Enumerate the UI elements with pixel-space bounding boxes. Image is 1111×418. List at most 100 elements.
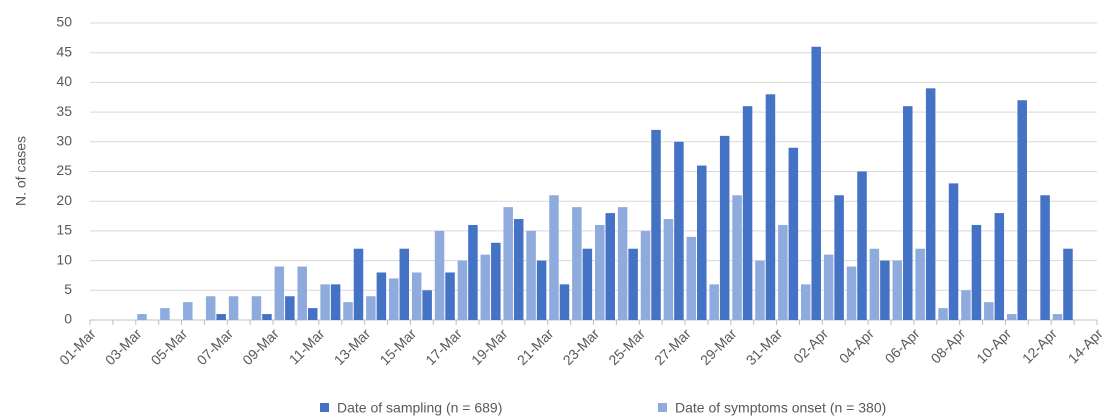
bar (468, 224, 478, 320)
bar (755, 260, 765, 320)
bar (686, 236, 697, 320)
bar (640, 230, 651, 320)
bar (262, 314, 272, 320)
x-tick-label: 17-Mar (422, 325, 465, 368)
bar (788, 147, 799, 320)
bar (320, 284, 330, 320)
bar (366, 296, 376, 320)
x-tick-label: 09-Mar (239, 325, 282, 368)
bar (834, 195, 844, 320)
bar (800, 284, 811, 320)
x-tick-label: 10-Apr (973, 325, 1014, 366)
bar (216, 314, 226, 320)
bar (595, 224, 605, 320)
bar (719, 135, 730, 320)
bar (307, 308, 318, 320)
x-tick-label: 23-Mar (560, 325, 603, 368)
bar (778, 224, 788, 320)
x-tick-label: 13-Mar (331, 325, 374, 368)
bar (251, 296, 262, 320)
bar (628, 248, 638, 320)
bar (183, 302, 193, 320)
x-tick-label: 08-Apr (927, 325, 968, 366)
bar (205, 296, 216, 320)
bar (1063, 248, 1073, 320)
bar (823, 254, 834, 320)
bar (582, 248, 593, 320)
bar (869, 248, 880, 320)
bar (389, 278, 399, 320)
bar (411, 272, 422, 320)
bar (605, 213, 615, 320)
bar (697, 165, 707, 320)
bar (353, 248, 364, 320)
bar (984, 302, 994, 320)
bar (880, 260, 890, 320)
bar (274, 266, 285, 320)
bar (457, 260, 468, 320)
bar (343, 302, 353, 320)
x-tick-label: 11-Mar (286, 325, 328, 367)
bar (160, 308, 170, 320)
x-tick-label: 01-Mar (56, 325, 99, 368)
y-tick-label: 50 (56, 14, 72, 30)
bar (228, 296, 239, 320)
bar (1006, 314, 1017, 320)
x-tick-label: 03-Mar (102, 325, 145, 368)
bar (892, 260, 903, 320)
bar (971, 224, 982, 320)
bar (549, 195, 559, 320)
legend-swatch (320, 403, 329, 412)
bar (572, 207, 582, 320)
bar (903, 106, 913, 320)
y-tick-label: 20 (56, 192, 72, 208)
x-tick-label: 27-Mar (651, 325, 694, 368)
y-tick-label: 40 (56, 73, 72, 89)
bar (422, 290, 432, 320)
bar (399, 248, 410, 320)
legend-label: Date of symptoms onset (n = 380) (675, 400, 886, 416)
bar (137, 314, 147, 320)
x-tick-label: 02-Apr (790, 325, 831, 366)
bar (961, 290, 971, 320)
bar (732, 195, 742, 320)
bar (811, 46, 821, 320)
bar (559, 284, 570, 320)
x-tick-label: 29-Mar (697, 325, 740, 368)
x-tick-label: 15-Mar (376, 325, 419, 368)
bar (480, 254, 491, 320)
x-tick-label: 12-Apr (1019, 325, 1060, 366)
bar (445, 272, 455, 320)
bar (994, 213, 1005, 320)
y-tick-label: 0 (64, 311, 72, 327)
x-tick-label: 31-Mar (743, 325, 786, 368)
y-axis-title: N. of cases (13, 136, 29, 206)
y-tick-label: 15 (56, 222, 72, 238)
x-tick-label: 25-Mar (605, 325, 648, 368)
x-tick-label: 07-Mar (193, 325, 236, 368)
bar (513, 219, 524, 320)
bar (503, 207, 513, 320)
bar (709, 284, 719, 320)
bar (742, 106, 753, 320)
bar (285, 296, 295, 320)
legend-swatch (658, 403, 667, 412)
bar (491, 242, 501, 320)
bar (948, 183, 959, 320)
bar (915, 248, 925, 320)
bar (526, 230, 536, 320)
y-tick-label: 45 (56, 43, 72, 59)
bar (1040, 195, 1050, 320)
bar (857, 171, 867, 320)
bar (617, 207, 628, 320)
y-tick-label: 35 (56, 103, 72, 119)
y-tick-label: 25 (56, 162, 72, 178)
bar (376, 272, 387, 320)
bar (846, 266, 857, 320)
y-tick-label: 5 (64, 281, 72, 297)
bar (434, 230, 445, 320)
bar (765, 94, 776, 320)
bar (674, 141, 684, 320)
bar (651, 129, 661, 320)
